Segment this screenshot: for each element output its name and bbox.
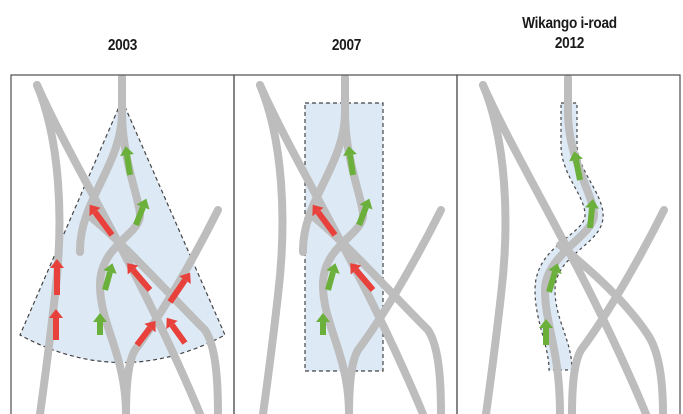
panel-1-heading: 2003 (24, 36, 222, 56)
green-arrow-icon (587, 207, 595, 229)
arrows (49, 146, 191, 347)
panel-3-diagram (479, 75, 668, 414)
panel-2-title: 2007 (331, 37, 362, 54)
panel-1-title: 2003 (107, 37, 138, 54)
red-arrow-icon (134, 326, 153, 347)
green-arrowhead-icon (326, 263, 340, 274)
green-arrowhead-icon (539, 319, 553, 328)
arrows (312, 146, 376, 335)
red-arrow-icon (353, 268, 376, 292)
red-arrowhead-icon (50, 259, 64, 268)
road-main-left (76, 75, 126, 256)
red-arrow-icon (92, 210, 115, 237)
green-arrow-icon (325, 271, 336, 291)
red-arrowhead-icon (166, 317, 178, 330)
green-arrowhead-icon (585, 199, 599, 209)
green-arrowhead-icon (343, 146, 357, 156)
road-right-branch (568, 206, 668, 414)
red-arrow-icon (315, 210, 338, 237)
red-arrowhead-icon (144, 320, 156, 333)
green-arrowhead-icon (359, 198, 373, 210)
road-left-branch (479, 81, 510, 414)
red-arrowhead-icon (350, 263, 362, 275)
green-arrow-icon (356, 205, 369, 227)
road-left-branch (33, 81, 64, 414)
road-left-diagonal (256, 81, 427, 414)
red-arrowhead-icon (89, 204, 101, 217)
panel-2-diagram (256, 75, 445, 414)
red-arrowhead-icon (312, 204, 324, 217)
road-network (256, 75, 445, 414)
panel-3-frame (456, 74, 681, 414)
red-arrow-icon (167, 278, 188, 304)
green-arrowhead-icon (93, 313, 107, 322)
green-arrow-icon (546, 271, 558, 293)
road-mid-diagonal (88, 214, 222, 414)
panel-3-year: 2012 (554, 35, 585, 52)
green-arrow-icon (102, 271, 113, 291)
green-arrow-icon (133, 205, 146, 227)
panel-2-heading: 2007 (248, 36, 446, 56)
red-arrowhead-icon (127, 263, 139, 275)
green-arrow-icon (573, 159, 583, 181)
panel-3-heading: Wikango i-road 2012 (471, 14, 669, 54)
panel-3-title: Wikango i-road (522, 15, 617, 32)
road-mid-diagonal (556, 241, 667, 414)
panel-1-diagram (19, 75, 226, 414)
road-left-diagonal (479, 81, 650, 414)
red-arrowhead-icon (179, 272, 191, 284)
road-right-branch (345, 206, 445, 414)
green-arrowhead-icon (120, 146, 134, 156)
green-arrow-icon (347, 154, 356, 176)
green-arrow-icon (124, 154, 133, 176)
green-arrowhead-icon (569, 151, 583, 162)
arrows (539, 151, 599, 345)
panel-frames (10, 74, 681, 414)
green-arrowhead-icon (136, 198, 150, 210)
road-mid-diagonal (311, 214, 445, 414)
road-main-left (299, 75, 349, 256)
green-arrowhead-icon (316, 313, 330, 322)
road-left-diagonal (33, 81, 204, 414)
road-left-branch (256, 81, 287, 414)
green-arrowhead-icon (103, 263, 117, 274)
red-arrow-icon (169, 323, 188, 345)
red-arrowhead-icon (49, 309, 63, 318)
green-arrowhead-icon (548, 263, 562, 274)
red-arrow-icon (130, 268, 153, 292)
